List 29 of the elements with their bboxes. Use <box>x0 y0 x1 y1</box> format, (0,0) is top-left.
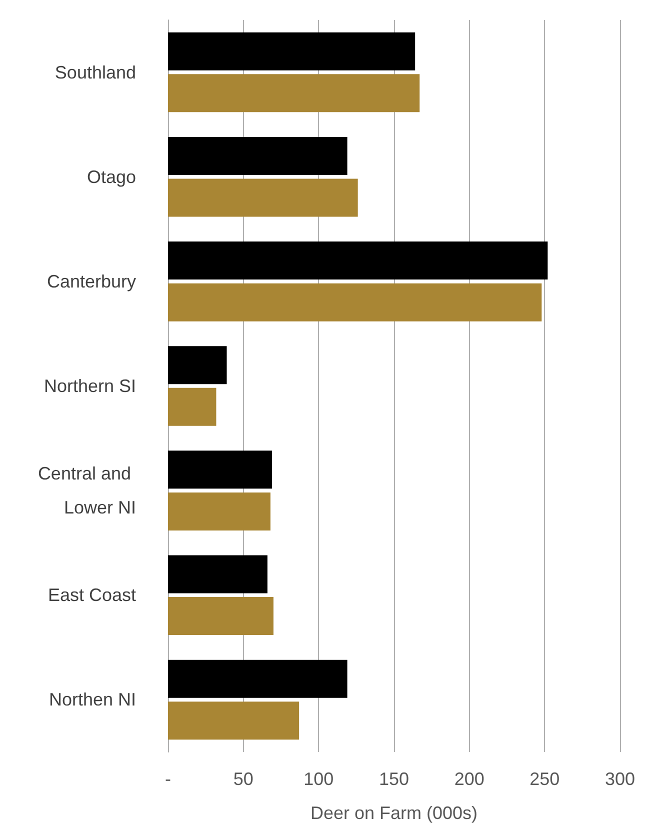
x-axis-title: Deer on Farm (000s) <box>310 803 478 823</box>
bar <box>168 702 300 740</box>
bar <box>168 136 348 175</box>
x-tick-label: - <box>165 769 171 789</box>
bar <box>168 283 542 322</box>
y-tick-label: Southland <box>54 62 136 82</box>
y-tick-label: Canterbury <box>46 271 136 292</box>
bar <box>168 242 548 280</box>
bar <box>168 346 227 384</box>
bar <box>168 492 270 530</box>
bar <box>168 32 416 70</box>
y-tick-label: Northen NI <box>48 690 136 710</box>
bar <box>168 178 358 217</box>
bar <box>168 450 272 489</box>
x-tick-label: 250 <box>530 769 560 789</box>
y-tick-label: Central and Lower NI <box>38 464 136 518</box>
bar <box>168 660 348 698</box>
y-tick-label: East Coast <box>48 585 136 606</box>
x-tick-label: 200 <box>454 769 484 789</box>
y-tick-label: Otago <box>86 166 136 187</box>
y-tick-label: Northern SI <box>44 376 136 396</box>
x-tick-label: 300 <box>604 769 636 789</box>
bar <box>168 388 216 426</box>
bar <box>168 597 274 636</box>
x-tick-label: 100 <box>304 769 334 789</box>
x-tick-label: 50 <box>233 769 254 789</box>
bar <box>168 555 268 594</box>
x-tick-label: 150 <box>378 769 410 789</box>
bar <box>168 74 420 112</box>
